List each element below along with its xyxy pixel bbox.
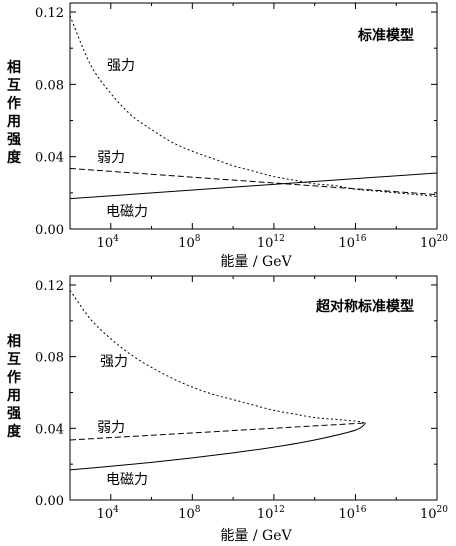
series-label: 弱力 [97, 150, 125, 166]
series-label: 弱力 [97, 420, 125, 436]
y-tick-label: 0.12 [35, 279, 64, 294]
x-tick-label: 1016 [338, 234, 366, 251]
series-line-dashed [69, 422, 366, 441]
x-tick-label: 108 [178, 505, 201, 522]
plot-frame [69, 275, 438, 501]
x-tick-label: 1012 [257, 505, 285, 522]
x-axis-label: 能量 / GeV [220, 254, 292, 270]
x-tick-label: 1016 [338, 505, 366, 522]
y-tick-label: 0.08 [35, 351, 64, 366]
series-line-dotted [69, 15, 438, 197]
x-tick-label: 1020 [420, 505, 448, 522]
x-tick-label: 108 [178, 234, 201, 251]
series-label: 强力 [107, 58, 135, 74]
y-tick-label: 0.00 [35, 223, 64, 238]
series-label: 电磁力 [106, 204, 148, 220]
y-tick-label: 0.04 [35, 422, 64, 437]
chart-panel-supersymmetric-model: 超对称标准模型 能量 / GeV 0.00 0.04 0.08 0.12 104 108 1… [7, 275, 448, 544]
y-axis-label: 相互作用强度 [7, 333, 22, 440]
y-axis-label: 相互作用强度 [7, 59, 22, 166]
y-tick-label: 0.04 [35, 151, 64, 166]
x-axis-label: 能量 / GeV [220, 528, 292, 544]
x-tick-label: 104 [97, 234, 120, 251]
chart-panel-standard-model: 标准模型 能量 / GeV 0.00 0.04 0.08 0.12 104 108 1012… [7, 2, 448, 270]
series-line-solid [69, 422, 366, 471]
chart-title: 超对称标准模型 [315, 298, 414, 315]
series-line-dashed [69, 167, 438, 196]
plot-frame [69, 2, 438, 230]
x-tick-label: 1020 [420, 234, 448, 251]
series-line-solid [69, 172, 438, 200]
y-tick-label: 0.00 [35, 494, 64, 509]
y-tick-label: 0.08 [35, 78, 64, 93]
chart-title: 标准模型 [357, 27, 414, 44]
series-label: 强力 [100, 354, 128, 370]
y-tick-label: 0.12 [35, 6, 64, 21]
x-tick-label: 104 [97, 505, 120, 522]
series-label: 电磁力 [106, 472, 148, 488]
x-tick-label: 1012 [257, 234, 285, 251]
series-line-dotted [69, 290, 366, 424]
